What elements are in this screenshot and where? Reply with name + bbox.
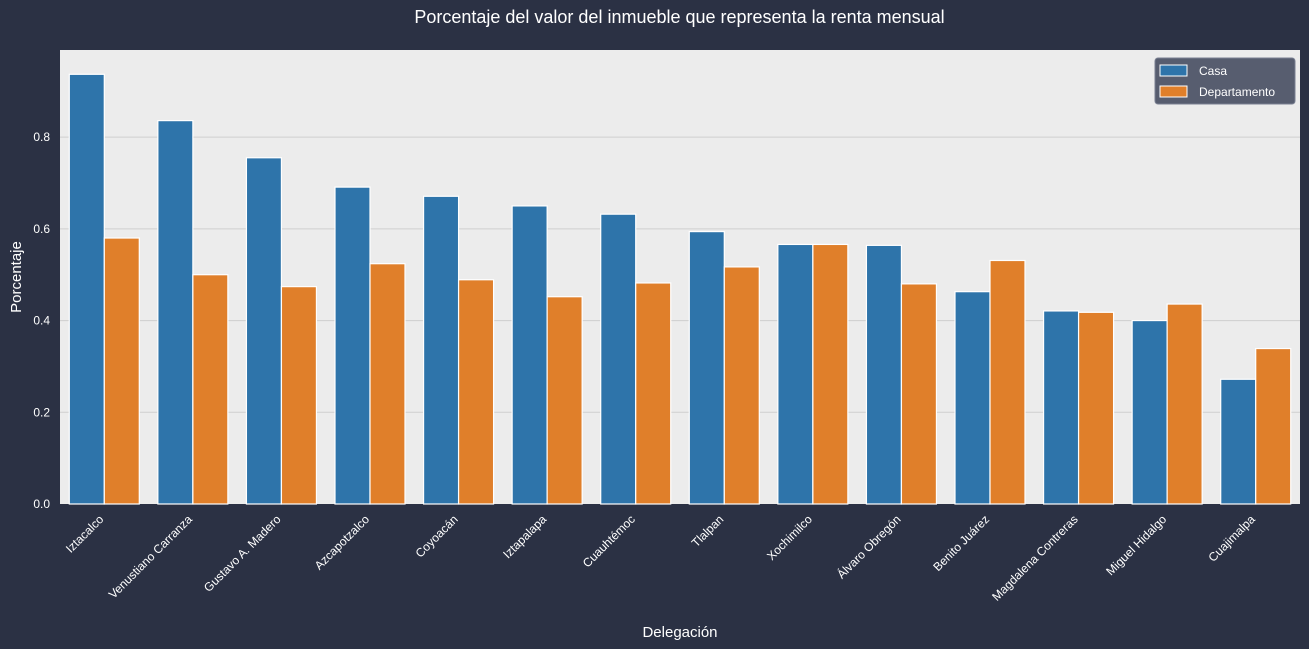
bar-departamento — [369, 263, 406, 505]
bar-departamento — [900, 283, 938, 505]
x-tick-label: Cuauhtémoc — [580, 512, 638, 570]
bar-departamento — [280, 286, 318, 505]
x-tick-label: Magdalena Contreras — [989, 512, 1081, 604]
y-axis-ticks: 0.0 0.2 0.4 0.6 0.8 — [33, 130, 50, 511]
bar-departamento — [1077, 311, 1115, 505]
x-tick-label: Gustavo A. Madero — [201, 512, 284, 595]
x-tick-label: Coyoacán — [413, 512, 461, 560]
x-axis-ticks: Iztacalco Venustiano Carranza Gustavo A. M… — [63, 512, 1258, 604]
bar-casa — [511, 205, 548, 505]
x-tick-label: Iztapalapa — [500, 512, 549, 561]
x-tick-label: Xochimilco — [764, 512, 815, 563]
bar-departamento — [546, 296, 583, 505]
x-tick-label: Venustiano Carranza — [106, 512, 195, 601]
x-tick-label: Álvaro Obregón — [834, 512, 904, 582]
y-tick-label: 0.4 — [33, 314, 50, 328]
x-tick-label: Miguel Hidalgo — [1103, 512, 1169, 578]
y-axis-label: Porcentaje — [8, 241, 25, 313]
bar-casa — [954, 291, 991, 505]
chart-title: Porcentaje del valor del inmueble que re… — [414, 7, 944, 27]
bar-departamento — [635, 282, 672, 505]
legend-box — [1154, 57, 1296, 105]
bar-departamento — [457, 279, 495, 505]
bar-casa — [1042, 310, 1080, 505]
bar-departamento — [989, 259, 1026, 505]
y-tick-label: 0.0 — [33, 497, 50, 511]
bar-casa — [245, 157, 283, 505]
x-tick-label: Tlalpan — [689, 512, 727, 550]
bar-departamento — [723, 266, 760, 505]
bar-casa — [1131, 319, 1168, 505]
bar-departamento — [812, 243, 849, 505]
legend-label: Departamento — [1199, 85, 1275, 99]
y-tick-label: 0.6 — [33, 222, 50, 236]
legend: Casa Departamento — [1154, 57, 1296, 105]
x-tick-label: Benito Juárez — [930, 512, 992, 574]
bar-departamento — [1166, 303, 1203, 505]
x-tick-label: Iztacalco — [63, 512, 107, 556]
legend-swatch — [1159, 85, 1188, 98]
bar-casa — [865, 244, 903, 505]
bar-casa — [157, 120, 194, 505]
x-tick-label: Cuajimalpa — [1205, 512, 1258, 565]
x-tick-label: Azcapotzalco — [312, 512, 373, 573]
bar-departamento — [1255, 347, 1292, 505]
y-tick-label: 0.2 — [33, 405, 50, 419]
bars — [68, 73, 1292, 505]
x-axis-label: Delegación — [642, 624, 717, 641]
legend-label: Casa — [1199, 64, 1227, 78]
bar-casa — [688, 231, 725, 505]
y-tick-label: 0.8 — [33, 130, 50, 144]
bar-departamento — [192, 274, 229, 505]
bar-casa — [777, 243, 814, 505]
legend-swatch — [1159, 64, 1188, 77]
bar-casa — [334, 186, 371, 505]
bar-casa — [68, 73, 105, 505]
bar-casa — [422, 195, 460, 505]
bar-departamento — [103, 237, 140, 505]
bar-casa — [600, 213, 637, 505]
bar-casa — [1220, 378, 1257, 505]
